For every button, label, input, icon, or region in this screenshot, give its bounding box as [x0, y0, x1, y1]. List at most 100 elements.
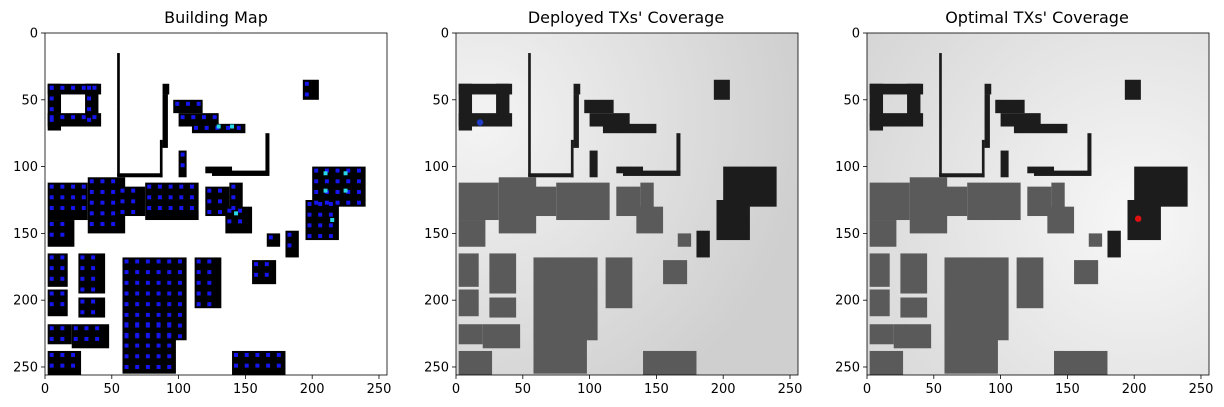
building — [570, 139, 574, 178]
tx-candidate-point — [111, 211, 116, 216]
building — [117, 173, 163, 178]
x-tick-label: 250 — [778, 382, 803, 397]
tx-candidate-point — [80, 255, 85, 260]
tx-highlight-point — [330, 218, 335, 223]
building — [643, 350, 697, 375]
building — [589, 150, 598, 178]
tx-candidate-point — [244, 352, 249, 357]
tx-candidate-point — [177, 334, 182, 339]
tx-highlight-point — [230, 124, 235, 129]
tx-candidate-point — [135, 259, 140, 264]
building — [869, 182, 910, 221]
tx-candidate-point — [167, 343, 172, 348]
tx-candidate-point — [238, 219, 243, 224]
tx-candidate-point — [81, 115, 86, 120]
tx-candidate-point — [318, 212, 323, 217]
tx-candidate-point — [244, 363, 249, 368]
building — [285, 230, 299, 258]
tx-candidate-point — [255, 352, 260, 357]
panel-optimal-coverage: Optimal TXs' Coverage 0 50 100 150 200 250 0 50… — [816, 0, 1224, 407]
tx-candidate-point — [227, 208, 232, 213]
building — [981, 139, 985, 178]
tx-candidate-point — [111, 189, 116, 194]
building — [1054, 350, 1108, 375]
building — [1124, 79, 1141, 100]
tx-candidate-point — [60, 195, 65, 200]
x-tick-label: 50 — [515, 382, 532, 397]
tx-candidate-point — [254, 272, 259, 277]
tx-candidate-point — [124, 343, 129, 348]
tx-candidate-point — [135, 291, 140, 296]
tx-candidate-point — [167, 270, 172, 275]
tx-candidate-point — [276, 352, 281, 357]
tx-candidate-point — [145, 259, 150, 264]
chart-title: Deployed TXs' Coverage — [527, 8, 725, 27]
x-tick-label: 0 — [41, 382, 49, 397]
y-tick-label: 250 — [424, 360, 449, 375]
tx-candidate-point — [157, 184, 162, 189]
building — [528, 53, 531, 107]
building — [47, 182, 88, 221]
tx-candidate-point — [196, 302, 201, 307]
tx-candidate-point — [84, 336, 89, 341]
building — [602, 123, 657, 134]
tx-candidate-point — [81, 195, 86, 200]
tx-candidate-point — [255, 363, 260, 368]
tx-candidate-point — [318, 234, 323, 239]
tx-candidate-point — [167, 291, 172, 296]
tx-candidate-point — [145, 364, 150, 369]
tx-candidate-point — [100, 211, 105, 216]
tx-candidate-point — [89, 179, 94, 184]
building — [663, 260, 688, 285]
tx-candidate-point — [264, 272, 269, 277]
building — [78, 253, 106, 294]
tx-candidate-point — [89, 222, 94, 227]
building — [458, 83, 513, 95]
tx-candidate-point — [145, 354, 150, 359]
tx-candidate-point — [80, 266, 85, 271]
tx-candidate-point — [124, 302, 129, 307]
tx-candidate-point — [60, 326, 65, 331]
tx-candidate-point — [49, 222, 54, 227]
tx-candidate-point — [314, 168, 319, 173]
building — [458, 289, 479, 317]
building — [1027, 166, 1055, 174]
tx-candidate-point — [231, 184, 236, 189]
tx-candidate-point — [346, 200, 351, 205]
tx-candidate-point — [218, 199, 223, 204]
tx-candidate-point — [60, 363, 65, 368]
tx-candidate-point — [175, 101, 180, 106]
tx-candidate-point — [167, 312, 172, 317]
building — [162, 83, 170, 95]
building — [869, 113, 924, 127]
tx-candidate-point — [60, 115, 65, 120]
tx-candidate-point — [135, 302, 140, 307]
y-tick-label: 0 — [852, 27, 860, 42]
tx-candidate-point — [167, 332, 172, 337]
tx-candidate-point — [87, 117, 92, 122]
tx-candidate-point — [207, 302, 212, 307]
tx-candidate-point — [135, 280, 140, 285]
building — [967, 182, 1021, 221]
building — [556, 182, 610, 221]
tx-candidate-point — [87, 85, 92, 90]
tx-candidate-point — [120, 188, 125, 193]
tx-highlight-point — [323, 171, 328, 176]
tx-candidate-point — [180, 115, 185, 120]
building — [1047, 206, 1075, 234]
building — [677, 233, 692, 247]
tx-candidate-point — [156, 322, 161, 327]
x-tick-label: 100 — [577, 382, 602, 397]
tx-candidate-point — [268, 235, 273, 240]
tx-candidate-point — [167, 322, 172, 327]
tx-candidate-point — [177, 291, 182, 296]
tx-candidate-point — [80, 310, 85, 315]
tx-candidate-point — [185, 101, 190, 106]
tx-candidate-point — [346, 189, 351, 194]
tx-candidate-point — [207, 270, 212, 275]
buildings — [47, 53, 366, 375]
y-tick-label: 150 — [424, 227, 449, 242]
axes-frame — [44, 32, 388, 376]
tx-candidate-point — [60, 206, 65, 211]
